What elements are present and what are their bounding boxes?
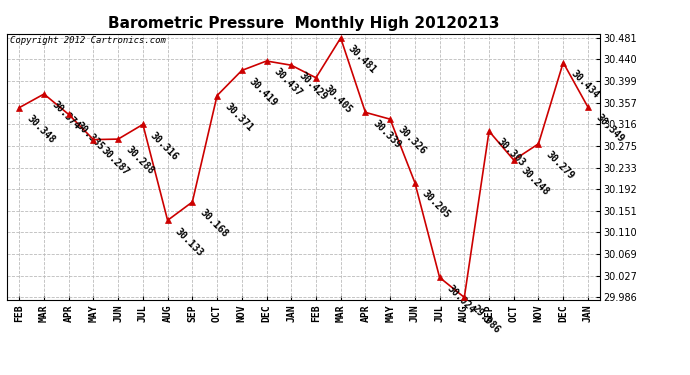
Text: 30.405: 30.405 bbox=[322, 83, 353, 116]
Text: 30.481: 30.481 bbox=[346, 44, 378, 75]
Text: 30.279: 30.279 bbox=[544, 149, 576, 182]
Text: 30.339: 30.339 bbox=[371, 118, 403, 150]
Text: 30.371: 30.371 bbox=[223, 101, 255, 133]
Title: Barometric Pressure  Monthly High 20120213: Barometric Pressure Monthly High 2012021… bbox=[108, 16, 500, 31]
Text: 30.287: 30.287 bbox=[99, 145, 131, 177]
Text: 30.168: 30.168 bbox=[198, 207, 230, 240]
Text: 30.335: 30.335 bbox=[75, 120, 106, 152]
Text: Copyright 2012 Cartronics.com: Copyright 2012 Cartronics.com bbox=[10, 36, 166, 45]
Text: 30.326: 30.326 bbox=[395, 125, 428, 157]
Text: 30.349: 30.349 bbox=[593, 112, 626, 145]
Text: 30.205: 30.205 bbox=[420, 188, 453, 220]
Text: 30.437: 30.437 bbox=[272, 66, 304, 99]
Text: 30.024: 30.024 bbox=[445, 283, 477, 315]
Text: 30.434: 30.434 bbox=[569, 68, 601, 100]
Text: 29.986: 29.986 bbox=[470, 303, 502, 335]
Text: 30.348: 30.348 bbox=[25, 113, 57, 145]
Text: 30.288: 30.288 bbox=[124, 145, 156, 177]
Text: 30.248: 30.248 bbox=[520, 166, 551, 198]
Text: 30.374: 30.374 bbox=[50, 100, 81, 132]
Text: 30.303: 30.303 bbox=[495, 137, 526, 169]
Text: 30.316: 30.316 bbox=[148, 130, 181, 162]
Text: 30.429: 30.429 bbox=[297, 71, 329, 103]
Text: 30.133: 30.133 bbox=[173, 226, 205, 258]
Text: 30.419: 30.419 bbox=[247, 76, 279, 108]
